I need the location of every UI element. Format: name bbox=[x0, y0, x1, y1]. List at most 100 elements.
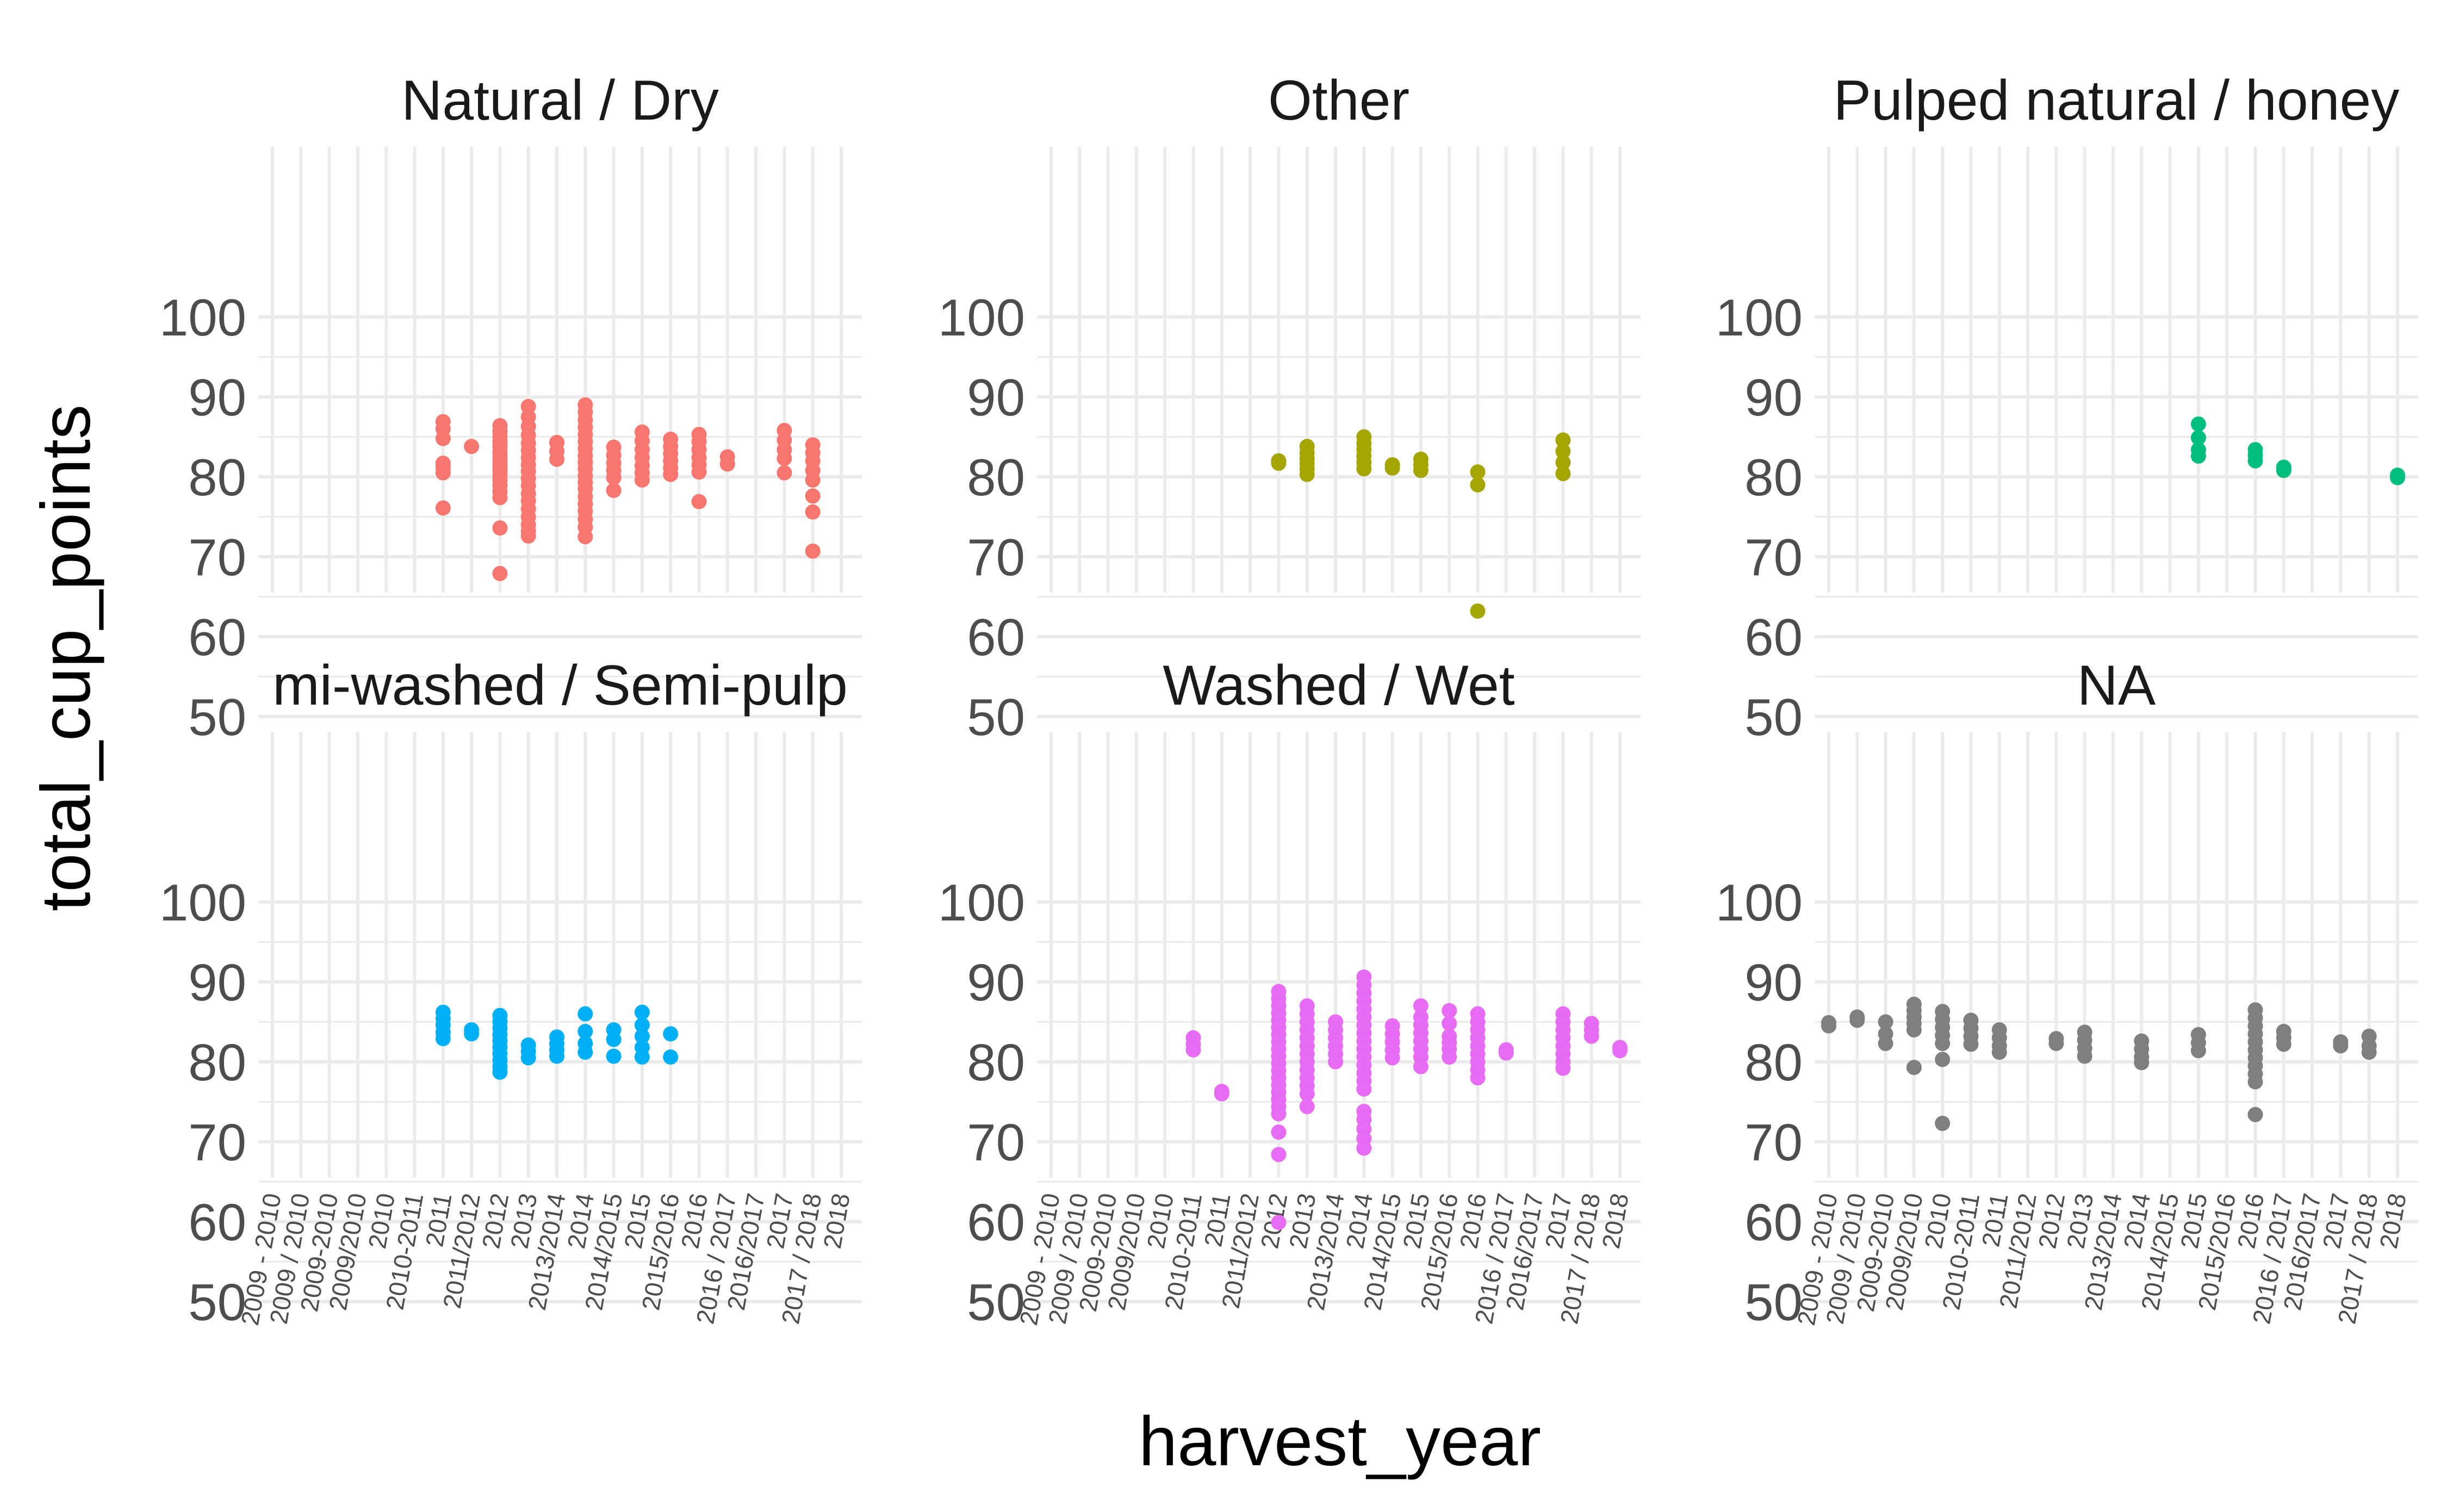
y-tick-label: 60 bbox=[188, 1193, 246, 1252]
data-point bbox=[1271, 456, 1287, 471]
y-tick-label: 90 bbox=[1744, 369, 1803, 427]
y-tick-label: 70 bbox=[188, 528, 246, 587]
data-point bbox=[777, 465, 792, 481]
data-point bbox=[2190, 430, 2206, 445]
data-point bbox=[634, 1004, 650, 1020]
data-point bbox=[663, 466, 679, 482]
data-point bbox=[1384, 1050, 1400, 1066]
series-points bbox=[1185, 969, 1628, 1230]
facet-panels: Natural / Dry 50 60 70 80 90 100 Other 50 60 70 80 9… bbox=[159, 69, 2418, 1331]
y-tick-label: 50 bbox=[967, 1273, 1025, 1331]
data-point bbox=[2190, 448, 2206, 464]
y-tick-label: 80 bbox=[967, 1034, 1025, 1092]
data-point bbox=[1991, 1044, 2007, 1060]
series-points bbox=[435, 397, 821, 581]
y-tick-label: 70 bbox=[967, 1113, 1025, 1172]
data-point bbox=[1878, 1014, 1893, 1030]
data-point bbox=[805, 504, 821, 520]
data-point bbox=[1821, 1018, 1836, 1034]
data-point bbox=[1963, 1036, 1979, 1052]
data-point bbox=[492, 1065, 508, 1080]
data-point bbox=[2390, 470, 2405, 486]
y-tick-label: 60 bbox=[1744, 608, 1803, 667]
data-point bbox=[2276, 1036, 2291, 1052]
data-point bbox=[464, 439, 480, 455]
series-points bbox=[1821, 997, 2377, 1131]
data-point bbox=[634, 1028, 650, 1044]
data-point bbox=[1413, 1059, 1429, 1074]
y-tick-label: 100 bbox=[1716, 874, 1803, 932]
data-point bbox=[1185, 1042, 1201, 1057]
facet-strip-title: mi-washed / Semi-pulp bbox=[272, 654, 848, 717]
data-point bbox=[577, 1024, 593, 1040]
data-point bbox=[435, 465, 451, 481]
y-tick-label: 60 bbox=[188, 608, 246, 667]
data-point bbox=[805, 488, 821, 504]
data-point bbox=[2190, 1043, 2206, 1059]
data-point bbox=[606, 1048, 622, 1064]
y-tick-label: 90 bbox=[188, 369, 246, 427]
y-tick-label: 80 bbox=[1744, 1034, 1803, 1092]
data-point bbox=[1356, 1140, 1372, 1156]
y-tick-label: 90 bbox=[967, 369, 1025, 427]
y-tick-label: 60 bbox=[967, 1193, 1025, 1252]
data-point bbox=[1442, 1003, 1457, 1018]
series-points bbox=[2190, 416, 2405, 486]
y-tick-label: 100 bbox=[159, 289, 246, 347]
data-point bbox=[2247, 1074, 2263, 1090]
data-point bbox=[1555, 466, 1571, 482]
data-point bbox=[1271, 1215, 1287, 1230]
data-point bbox=[663, 1026, 679, 1042]
data-point bbox=[1878, 1036, 1893, 1051]
data-point bbox=[1470, 464, 1486, 480]
data-point bbox=[606, 1031, 622, 1047]
data-point bbox=[1214, 1086, 1229, 1102]
data-point bbox=[719, 456, 735, 472]
data-point bbox=[1470, 603, 1486, 619]
y-tick-label: 70 bbox=[1744, 528, 1803, 587]
facet-strip-title: Pulped natural / honey bbox=[1834, 69, 2400, 132]
y-tick-label: 50 bbox=[967, 688, 1025, 746]
data-point bbox=[1442, 1016, 1457, 1031]
data-point bbox=[1356, 1081, 1372, 1097]
data-point bbox=[1328, 1054, 1343, 1069]
data-point bbox=[1555, 432, 1571, 448]
data-point bbox=[492, 520, 508, 536]
facet-strip-title: NA bbox=[2077, 654, 2156, 717]
data-point bbox=[1935, 1051, 1951, 1067]
y-axis-title: total_cup_points bbox=[27, 405, 105, 911]
facet-panel: Natural / Dry 50 60 70 80 90 100 bbox=[159, 69, 862, 746]
data-point bbox=[492, 490, 508, 506]
data-point bbox=[606, 482, 622, 498]
data-point bbox=[777, 451, 792, 466]
data-point bbox=[1555, 443, 1571, 459]
data-point bbox=[606, 470, 622, 486]
data-point bbox=[549, 1048, 564, 1064]
facet-strip-title: Washed / Wet bbox=[1163, 654, 1514, 717]
data-point bbox=[1470, 477, 1486, 493]
data-point bbox=[1299, 1086, 1315, 1102]
y-tick-label: 80 bbox=[1744, 449, 1803, 507]
y-tick-label: 50 bbox=[188, 688, 246, 746]
data-point bbox=[2247, 1107, 2263, 1123]
data-point bbox=[1271, 1124, 1287, 1140]
data-point bbox=[1906, 1060, 1922, 1075]
data-point bbox=[492, 565, 508, 581]
data-point bbox=[435, 1031, 451, 1047]
y-tick-label: 90 bbox=[1744, 954, 1803, 1012]
data-point bbox=[2077, 1048, 2092, 1064]
data-point bbox=[549, 451, 564, 467]
y-tick-label: 100 bbox=[159, 874, 246, 932]
y-tick-label: 60 bbox=[1744, 1193, 1803, 1252]
data-point bbox=[2048, 1036, 2064, 1051]
data-point bbox=[2361, 1044, 2377, 1060]
data-point bbox=[2247, 453, 2263, 469]
facet-strip-title: Natural / Dry bbox=[401, 69, 719, 132]
data-point bbox=[1413, 998, 1429, 1014]
facet-strip-title: Other bbox=[1268, 69, 1409, 132]
y-tick-label: 70 bbox=[967, 528, 1025, 587]
y-tick-label: 60 bbox=[967, 608, 1025, 667]
data-point bbox=[1299, 466, 1315, 482]
data-point bbox=[1384, 460, 1400, 476]
data-point bbox=[1271, 1147, 1287, 1162]
